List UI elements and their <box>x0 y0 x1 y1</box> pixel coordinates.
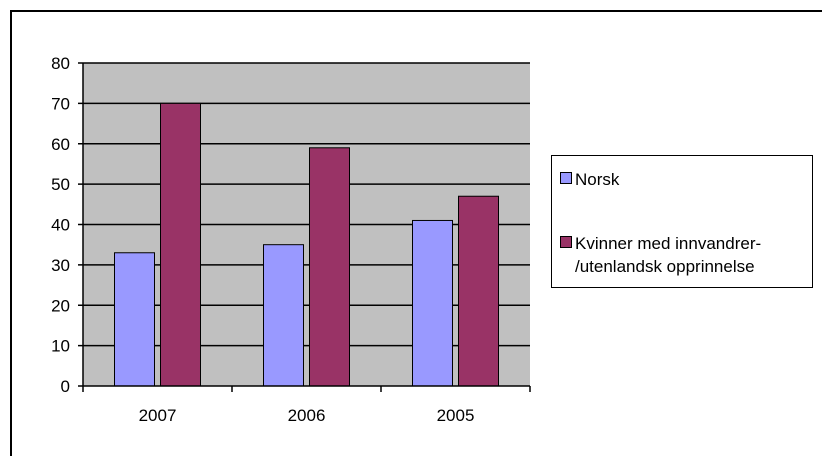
bar-norsk-2006 <box>263 244 304 387</box>
bar-kvinner-2005 <box>458 195 499 387</box>
legend-label-line-2: /utenlandsk opprinnelse <box>575 257 755 276</box>
bar-kvinner-2006 <box>309 147 350 387</box>
legend-label-line-1: Kvinner med innvandrer- <box>575 234 762 253</box>
y-tick-label-20: 20 <box>51 296 70 315</box>
x-tick-label-2005: 2005 <box>437 406 475 425</box>
chart-frame <box>10 10 822 456</box>
legend-label-norsk: Norsk <box>575 170 620 189</box>
y-tick-label-60: 60 <box>51 135 70 154</box>
legend-label-kvinner: Kvinner med innvandrer- /utenlandsk oppri… <box>575 232 761 278</box>
y-tick-label-50: 50 <box>51 175 70 194</box>
bar-kvinner-2007 <box>160 102 201 387</box>
legend: Norsk Kvinner med innvandrer- /utenlandsk… <box>551 155 813 288</box>
bar-norsk-2007 <box>114 252 155 387</box>
y-tick-label-40: 40 <box>51 216 70 235</box>
legend-item-norsk: Norsk <box>560 168 619 191</box>
x-tick-label-2007: 2007 <box>139 406 177 425</box>
y-tick-label-0: 0 <box>61 377 70 396</box>
legend-swatch-kvinner <box>560 236 572 248</box>
y-tick-label-70: 70 <box>51 94 70 113</box>
legend-item-kvinner: Kvinner med innvandrer- /utenlandsk oppri… <box>560 232 761 278</box>
y-tick-label-30: 30 <box>51 256 70 275</box>
legend-swatch-norsk <box>560 172 572 184</box>
bar-norsk-2005 <box>412 219 453 387</box>
x-tick-label-2006: 2006 <box>288 406 326 425</box>
y-tick-label-10: 10 <box>51 337 70 356</box>
y-tick-label-80: 80 <box>51 54 70 73</box>
